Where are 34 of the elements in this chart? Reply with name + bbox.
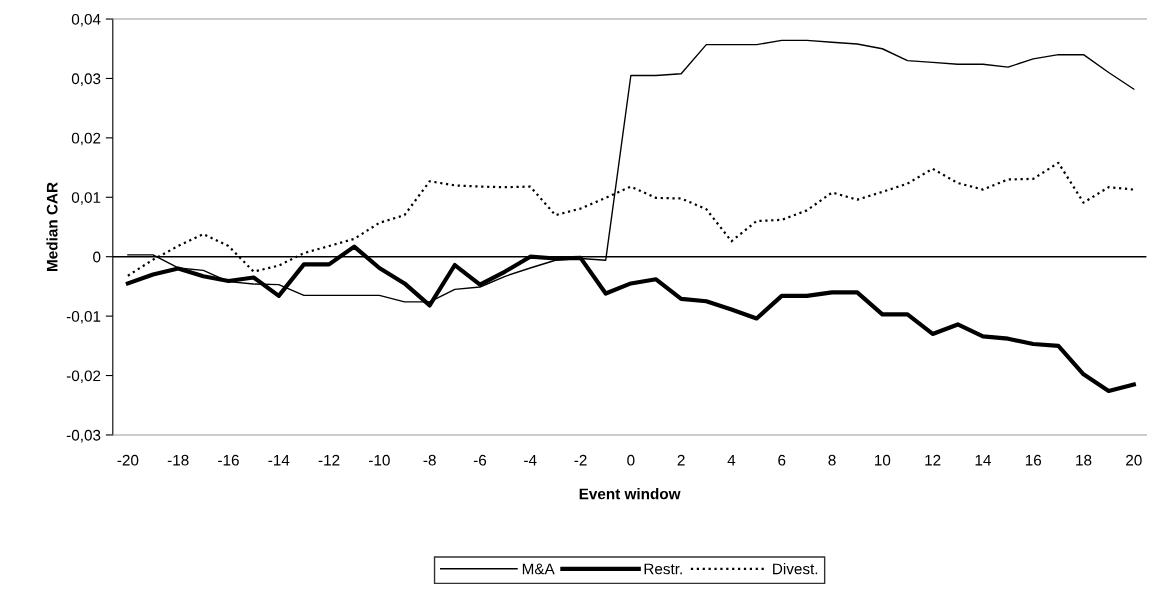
- x-tick-label: -2: [574, 454, 587, 466]
- x-tick-label: 14: [975, 454, 991, 466]
- y-tick-label: 0,01: [71, 192, 101, 205]
- y-tick-label: 0: [93, 251, 101, 263]
- x-tick-label: 12: [925, 454, 941, 466]
- x-tick-label: 18: [1076, 454, 1092, 466]
- x-tick-label: -20: [117, 454, 139, 466]
- x-tick-label: 0: [627, 454, 635, 466]
- x-tick-label: -14: [268, 454, 290, 466]
- x-tick-label: -6: [473, 454, 487, 466]
- legend-label: M&A: [522, 563, 555, 575]
- x-tick-label: 16: [1025, 454, 1042, 466]
- x-tick-label: 2: [677, 454, 685, 466]
- x-tick-label: -10: [369, 454, 390, 466]
- x-tick-label: 6: [778, 454, 786, 466]
- x-tick-label: -16: [218, 454, 239, 466]
- x-tick-label: 20: [1126, 454, 1142, 466]
- x-tick-label: 8: [828, 454, 836, 466]
- x-tick-label: -8: [423, 454, 436, 466]
- y-tick-label: -0,03: [66, 429, 101, 443]
- y-tick-label: 0,02: [71, 132, 101, 146]
- legend-label: Restr.: [644, 563, 682, 575]
- y-tick-label: 0,04: [71, 13, 101, 27]
- legend-label: Divest.: [773, 563, 818, 575]
- y-tick-label: -0,01: [66, 310, 101, 324]
- y-axis-title: Median CAR: [46, 182, 58, 271]
- x-tick-label: 4: [727, 454, 736, 466]
- y-tick-label: -0,02: [66, 370, 101, 384]
- x-tick-label: -12: [318, 454, 340, 466]
- x-axis-title: Event window: [579, 488, 681, 500]
- y-tick-label: 0,03: [71, 73, 101, 86]
- x-tick-label: -4: [524, 454, 537, 466]
- x-tick-label: -18: [167, 454, 189, 466]
- x-tick-label: 10: [875, 454, 891, 466]
